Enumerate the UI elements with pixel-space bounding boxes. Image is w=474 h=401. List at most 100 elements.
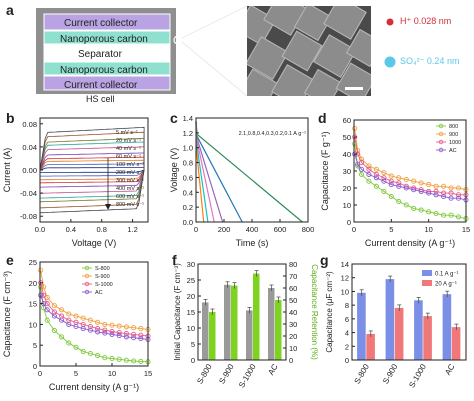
data-point — [51, 328, 57, 334]
y-axis-label: Capacitance (F cm⁻³) — [2, 271, 12, 357]
y2-tick-label: 60 — [289, 284, 297, 293]
gcd-chart: 0.0 0.2 0.4 0.6 0.8 1.0 1.2 1.4 0 200 400 600 800 Tim… — [169, 114, 314, 248]
data-point — [109, 355, 115, 362]
y-tick-label: 12 — [341, 274, 349, 283]
x-category-label: AC — [443, 362, 456, 376]
data-point — [388, 193, 394, 200]
data-point — [131, 331, 137, 337]
x-tick-label: 10 — [424, 225, 432, 234]
x-category-label: S-800 — [353, 362, 372, 385]
legend-entry: S-1000 — [95, 282, 113, 288]
plot-frame — [351, 263, 467, 361]
legend-entry: 400 mV s⁻¹ — [116, 186, 144, 192]
legend-entry: 60 mV s⁻¹ — [116, 154, 141, 160]
y-tick-label: 15 — [29, 300, 37, 309]
data-point — [396, 175, 402, 181]
y-axis-label: Current (A) — [2, 148, 12, 193]
data-point — [411, 187, 417, 193]
y2-tick-label: 0 — [289, 356, 293, 365]
panel-label-d: d — [318, 110, 327, 126]
y-tick-label: 0.4 — [183, 188, 193, 197]
y2-tick-label: 30 — [289, 320, 297, 329]
x-axis-label: Current density (A g⁻¹) — [365, 238, 455, 248]
data-point — [373, 171, 379, 177]
cv-curve — [39, 126, 145, 214]
layer-label-0: Current collector — [64, 18, 138, 29]
data-point — [381, 178, 387, 184]
x-category-label: S-1000 — [407, 362, 428, 389]
data-point — [109, 322, 115, 328]
data-point — [116, 323, 122, 329]
panel-label-f: f — [172, 252, 177, 268]
data-point — [396, 180, 402, 186]
layer-label-1: Nanoporous carbon — [60, 34, 148, 45]
data-point — [73, 323, 79, 330]
data-point — [38, 267, 44, 273]
data-point — [433, 188, 439, 194]
y-tick-label: 5 — [191, 340, 195, 349]
legend-marker — [84, 281, 90, 287]
panel-label-b: b — [6, 110, 15, 126]
legend-marker — [84, 265, 90, 271]
legend-entry: 600 mV s⁻¹ — [116, 194, 144, 200]
panel-label-g: g — [320, 252, 329, 268]
y-axis-label: Initial Capacitance (F cm⁻³) — [173, 263, 182, 361]
data-point — [388, 173, 394, 179]
data-point — [73, 344, 79, 350]
bar — [394, 307, 404, 360]
data-point — [355, 161, 361, 167]
data-point — [418, 188, 424, 194]
legend-swatch — [422, 270, 432, 276]
bar — [442, 294, 452, 360]
x-tick-label: 600 — [274, 225, 287, 234]
current-annotation: 2.1,0.8,0.4,0.3,0.2,0.1 A g⁻¹ — [239, 131, 307, 137]
data-point — [373, 183, 379, 189]
y-tick-label: 2 — [345, 342, 349, 351]
legend-entry: 800 mV s⁻¹ — [116, 202, 144, 208]
y-tick-label: 20 — [343, 184, 351, 193]
x-axis-label: Voltage (V) — [72, 238, 117, 248]
y-axis-label: Capacitance (μF cm⁻²) — [325, 271, 334, 353]
legend-entry: 300 mV s⁻¹ — [116, 178, 144, 184]
bar — [202, 302, 209, 360]
data-point — [455, 214, 462, 220]
data-point — [44, 317, 50, 323]
y-tick-label: -0.08 — [20, 212, 37, 221]
data-point — [66, 311, 72, 317]
data-point — [38, 292, 44, 298]
legend-entry: S-900 — [95, 274, 110, 280]
data-point — [455, 192, 462, 198]
discharge-curve — [195, 121, 243, 223]
legend-entry: 0.1 A g⁻¹ — [435, 272, 459, 278]
y-tick-label: 10 — [343, 201, 351, 210]
panel-label-e: e — [6, 252, 14, 268]
legend-marker — [438, 131, 444, 137]
y-tick-label: 0.6 — [183, 173, 193, 182]
legend-entry: 1000 — [449, 140, 461, 146]
data-point — [138, 332, 144, 338]
data-point — [131, 335, 137, 341]
data-point — [433, 192, 439, 198]
y-tick-label: 4 — [345, 329, 349, 338]
x-tick-label: 5 — [389, 225, 393, 234]
series-line — [40, 286, 149, 363]
y-tick-label: 8 — [345, 301, 349, 310]
bar — [357, 292, 366, 360]
legend-entry: 100 mV s⁻¹ — [116, 162, 144, 168]
data-point — [41, 292, 47, 298]
data-point — [381, 175, 387, 181]
y2-tick-label: 80 — [289, 260, 297, 269]
data-point — [95, 319, 101, 325]
data-point — [358, 166, 365, 172]
y-tick-label: 10 — [29, 320, 37, 329]
layer-label-4: Current collector — [64, 80, 138, 91]
y2-tick-label: 20 — [289, 332, 297, 341]
data-point — [123, 357, 129, 363]
data-point — [123, 334, 129, 340]
data-point — [109, 328, 115, 335]
data-point — [51, 303, 57, 309]
y-tick-label: 6 — [345, 315, 349, 324]
data-point — [59, 307, 65, 313]
y-tick-label: 10 — [341, 287, 349, 296]
data-point — [411, 178, 417, 184]
